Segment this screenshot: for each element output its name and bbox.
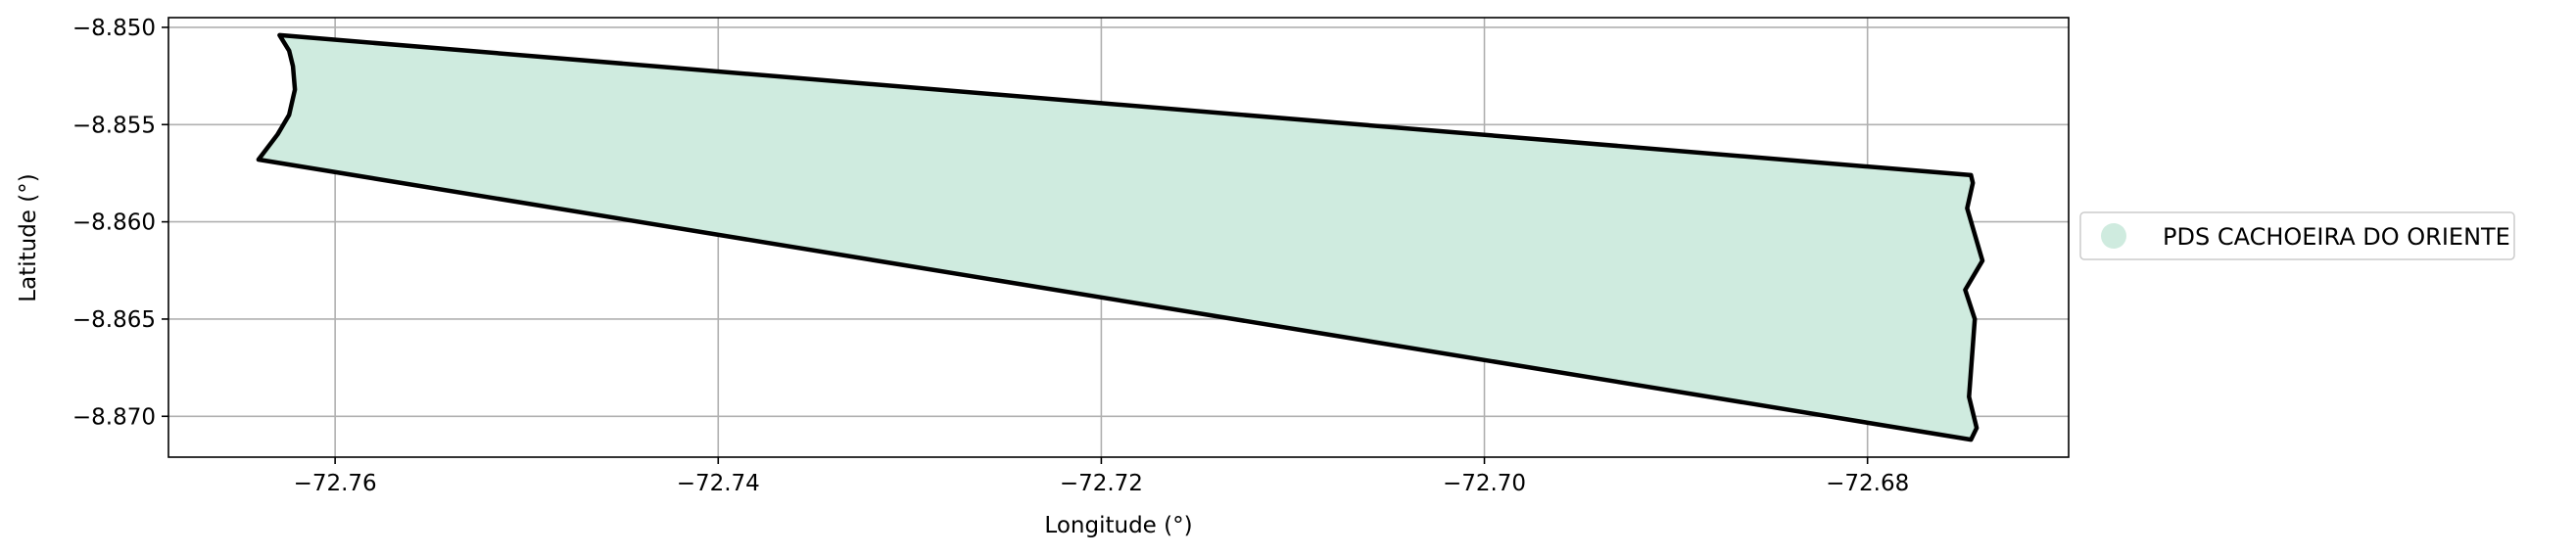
x-tick-label: −72.74 (677, 471, 760, 496)
y-tick-label: −8.860 (72, 210, 156, 236)
y-axis-label: Latitude (°) (16, 173, 41, 302)
x-axis-label: Longitude (°) (1044, 513, 1192, 538)
legend: PDS CACHOEIRA DO ORIENTE (2079, 211, 2515, 260)
x-axis-ticks: −72.76 −72.74 −72.72 −72.70 −72.68 (294, 457, 1909, 496)
y-tick-label: −8.855 (72, 113, 156, 138)
y-tick-label: −8.850 (72, 16, 156, 41)
plot-border (167, 17, 2070, 458)
plot-area (167, 17, 2070, 458)
legend-label: PDS CACHOEIRA DO ORIENTE (2163, 223, 2510, 251)
legend-box (2079, 211, 2515, 260)
x-tick-label: −72.76 (294, 471, 377, 496)
polygon-pds-cachoeira-do-oriente (256, 32, 1985, 442)
x-tick-label: −72.72 (1060, 471, 1143, 496)
x-tick-label: −72.70 (1443, 471, 1526, 496)
y-tick-label: −8.865 (72, 307, 156, 333)
legend-marker (2101, 223, 2126, 249)
x-tick-label: −72.68 (1826, 471, 1909, 496)
polygon-layer (256, 32, 1985, 442)
y-axis-ticks: −8.850 −8.855 −8.860 −8.865 −8.870 (72, 16, 168, 430)
y-tick-label: −8.870 (72, 404, 156, 430)
